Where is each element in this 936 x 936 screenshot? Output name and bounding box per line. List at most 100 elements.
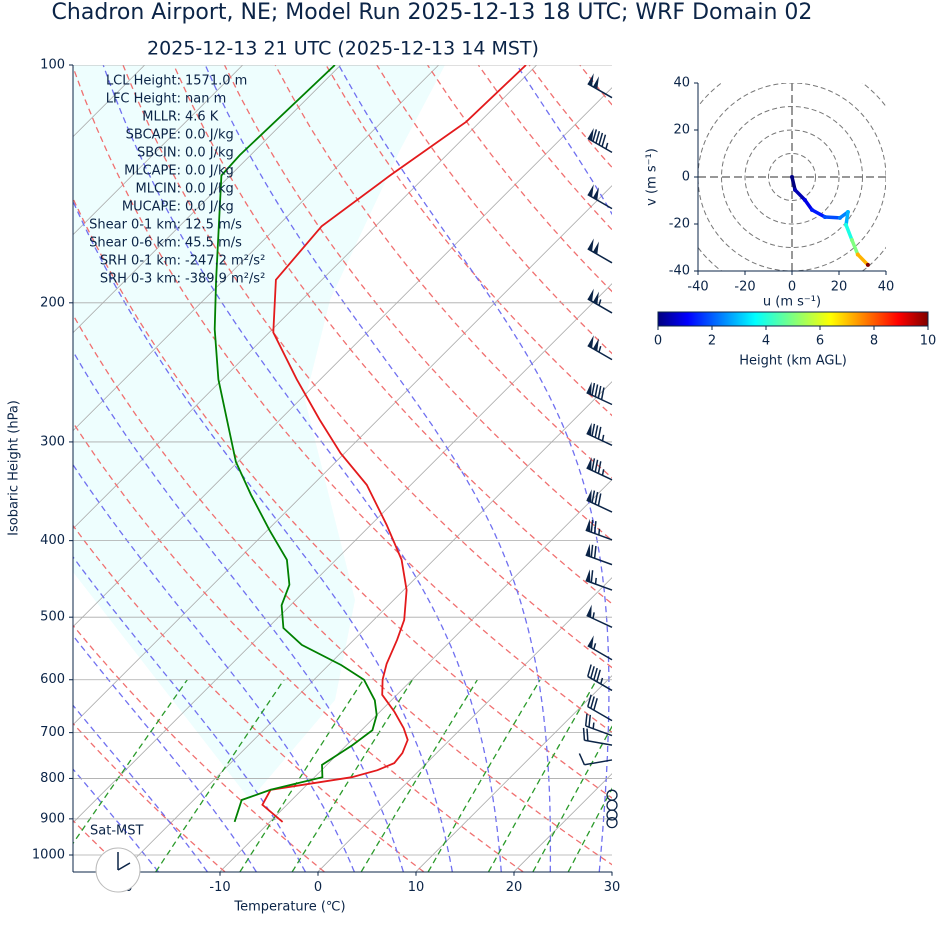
dry-adiabat — [73, 65, 612, 734]
barb-flag — [587, 184, 594, 198]
barb-half — [593, 643, 597, 650]
wind-barb — [606, 799, 618, 811]
barb-half — [598, 528, 601, 536]
barb-flag — [592, 241, 599, 255]
moist-adiabat — [73, 704, 208, 872]
moist-adiabat — [102, 65, 502, 872]
barb-flag — [592, 187, 599, 201]
isotherm — [73, 65, 243, 236]
mixing-ratio-line — [567, 787, 612, 872]
wind-barb — [585, 569, 613, 591]
wind-barb — [585, 543, 613, 566]
wind-barb — [578, 753, 613, 766]
barb-full — [594, 425, 599, 438]
calm-circle — [606, 816, 618, 829]
hodo-segment — [823, 215, 842, 220]
stat-value: 0.0 J/kg — [185, 182, 234, 197]
hodo-segment — [844, 210, 850, 227]
barb-staff — [584, 739, 613, 746]
barb-staff — [586, 499, 613, 513]
chart-title: Chadron Airport, NE; Model Run 2025-12-1… — [52, 0, 813, 25]
hodo-trace — [790, 175, 870, 267]
hodo-y-tick-label: 0 — [682, 170, 690, 185]
isotherm — [513, 773, 612, 872]
barb-full — [593, 667, 598, 681]
moist-adiabat — [73, 768, 159, 872]
stat-value: -389.9 m²/s² — [185, 272, 265, 287]
barb-staff — [587, 83, 613, 99]
wind-barb — [587, 635, 613, 661]
hodo-point — [802, 198, 807, 203]
barb-staff — [586, 432, 613, 447]
barb-flag — [585, 518, 591, 532]
hodo-segment — [844, 223, 854, 242]
hodo-x-tick-label: 20 — [831, 280, 848, 295]
barb-staff — [584, 759, 613, 766]
barb-full — [590, 666, 595, 679]
stats-box: LCL Height: 1571.0 m LFC Height: nan m MLLR:… — [89, 74, 265, 287]
y-tick-label: 800 — [40, 771, 65, 786]
y-tick-label: 300 — [40, 434, 65, 449]
wind-barb — [587, 694, 613, 722]
wind-barb — [584, 713, 613, 737]
chart-subtitle: 2025-12-13 21 UTC (2025-12-13 14 MST) — [147, 38, 539, 60]
barb-staff — [586, 614, 613, 629]
hodo-ring — [768, 153, 816, 201]
barb-full — [594, 459, 599, 473]
profile-line — [213, 65, 378, 823]
hodo-x-tick-label: -20 — [734, 280, 755, 295]
hodo-point — [844, 222, 849, 227]
barb-full — [590, 696, 595, 709]
isotherm — [710, 65, 936, 872]
stat-label: Shear 0-6 km: — [89, 236, 181, 251]
barb-flag — [592, 338, 599, 352]
barb-full — [597, 461, 602, 474]
barb-full — [587, 664, 592, 677]
isotherm — [121, 381, 612, 872]
profiles — [213, 65, 527, 823]
stat-value: 0.0 J/kg — [185, 164, 234, 179]
colorbar-tick-label: 0 — [654, 334, 662, 349]
barb-full — [590, 570, 594, 583]
y-tick-label: 600 — [40, 672, 65, 687]
barb-full — [600, 387, 605, 400]
isotherm — [73, 185, 612, 726]
colorbar-tick-label: 4 — [762, 334, 770, 349]
dry-adiabat — [73, 722, 226, 872]
y-tick-label: 500 — [40, 610, 65, 625]
stat-label: SBCAPE: — [126, 128, 181, 143]
mixing-ratio-line — [239, 679, 364, 872]
y-axis-label: Isobaric Height (hPa) — [7, 400, 22, 536]
stat-label: SRH 0-3 km: — [100, 272, 181, 287]
mixing-ratio-line — [488, 679, 598, 872]
wind-barb — [582, 727, 613, 746]
barb-staff — [587, 706, 613, 722]
colorbar — [657, 311, 929, 327]
stat-label: LCL Height: — [106, 74, 181, 89]
barb-staff — [587, 298, 613, 314]
colorbar-tick-label: 10 — [920, 334, 936, 349]
barb-flag — [585, 569, 591, 583]
barb-full — [594, 384, 599, 397]
barb-staff — [586, 391, 613, 406]
dry-adiabat — [73, 524, 424, 872]
isotherm — [415, 675, 612, 872]
stat-label: Shear 0-1 km: — [89, 218, 181, 233]
wind-barb — [586, 489, 613, 513]
x-tick-label: 10 — [408, 880, 425, 895]
barb-full — [593, 521, 597, 534]
barb-full — [594, 491, 599, 505]
hodo-y-tick-label: -20 — [669, 217, 690, 232]
stat-label: SRH 0-1 km: — [100, 254, 181, 269]
barb-flag — [587, 635, 594, 649]
colorbar-tick-label: 8 — [870, 334, 878, 349]
hodo-segment — [856, 252, 870, 267]
hodo-point — [809, 207, 814, 212]
moist-adiabat — [73, 555, 306, 872]
stat-value: 4.6 K — [185, 110, 219, 125]
clock-label: Sat-MST — [90, 824, 143, 839]
hodo-point — [790, 175, 794, 179]
dry-adiabat — [274, 65, 612, 479]
barb-staff — [587, 248, 613, 264]
stat-label: SBCIN: — [137, 146, 181, 161]
